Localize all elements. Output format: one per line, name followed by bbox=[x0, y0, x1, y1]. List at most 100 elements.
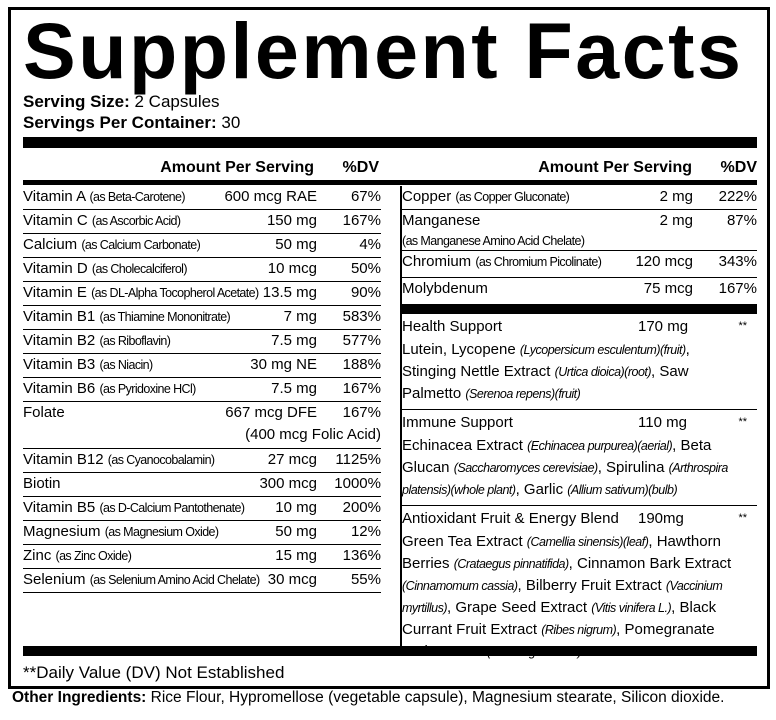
nutrient-dv: 87% bbox=[726, 212, 757, 229]
nutrient-row: Vitamin B3 (as Niacin) 30 mg NE 188% bbox=[23, 354, 381, 378]
amount-header: Amount Per Serving bbox=[538, 159, 692, 176]
nutrient-dv: 167% bbox=[342, 380, 381, 397]
blend-name: Immune Support bbox=[402, 414, 513, 431]
nutrient-dv: 1125% bbox=[335, 451, 381, 468]
right-column-header: Amount Per Serving %DV bbox=[402, 156, 757, 180]
nutrient-name-text: Vitamin B3 bbox=[23, 356, 96, 373]
botanical-name: (Ribes nigrum) bbox=[541, 623, 617, 637]
nutrient-dv: 167% bbox=[342, 212, 381, 229]
blend-ingredients: Echinacea Extract (Echinacea purpurea)(a… bbox=[402, 435, 757, 501]
nutrient-amount: 7.5 mg bbox=[271, 332, 317, 349]
nutrient-dv: 577% bbox=[342, 332, 381, 349]
blend-amount: 110 mg bbox=[638, 414, 687, 431]
proprietary-blend: Antioxidant Fruit & Energy Blend 190mg ** G… bbox=[402, 506, 757, 667]
nutrient-dv: 12% bbox=[350, 523, 381, 540]
blend-amount: 170 mg bbox=[638, 318, 689, 335]
nutrient-row: Vitamin A (as Beta-Carotene) 600 mcg RAE 6… bbox=[23, 186, 381, 210]
nutrient-source: (as Calcium Carbonate) bbox=[81, 238, 201, 252]
nutrient-name-text: Calcium bbox=[23, 236, 78, 253]
nutrient-source: (as Riboflavin) bbox=[99, 334, 171, 348]
nutrient-row: Calcium (as Calcium Carbonate) 50 mg 4% bbox=[23, 234, 381, 258]
left-nutrient-column: Vitamin A (as Beta-Carotene) 600 mcg RAE 6… bbox=[23, 186, 381, 593]
nutrient-row: Zinc (as Zinc Oxide) 15 mg 136% bbox=[23, 545, 381, 569]
nutrient-dv: 200% bbox=[342, 499, 381, 516]
nutrient-dv: 343% bbox=[718, 253, 757, 270]
other-ingredients: Other Ingredients: Rice Flour, Hypromell… bbox=[12, 689, 724, 707]
ingredient-name: Echinacea Extract bbox=[402, 437, 528, 454]
nutrient-row: Manganese (as Manganese Amino Acid Chelat… bbox=[402, 210, 757, 251]
nutrient-amount: 2 mg bbox=[659, 212, 693, 229]
nutrient-dv: 167% bbox=[718, 280, 757, 297]
botanical-name: (Vaccinium myrtillus) bbox=[402, 579, 723, 615]
nutrient-name-text: Vitamin B5 bbox=[23, 499, 96, 516]
nutrient-dv: 55% bbox=[350, 571, 381, 588]
nutrient-name: Vitamin E (as DL-Alpha Tocopherol Acetat… bbox=[23, 282, 259, 304]
ingredient-name: , Saw Palmetto bbox=[402, 363, 689, 402]
blend-ingredients: Green Tea Extract (Camellia sinensis)(le… bbox=[402, 531, 757, 663]
nutrient-row: Vitamin B12 (as Cyanocobalamin) 27 mcg 112… bbox=[23, 449, 381, 473]
botanical-name: (Urtica dioica)(root) bbox=[554, 365, 652, 379]
thick-divider bbox=[23, 137, 757, 148]
other-ingredients-label: Other Ingredients: bbox=[12, 689, 147, 706]
nutrient-name: Vitamin B6 (as Pyridoxine HCl) bbox=[23, 378, 196, 400]
nutrient-source: (as Niacin) bbox=[99, 358, 153, 372]
blend-ingredients: Lutein, Lycopene (Lycopersicum esculentu… bbox=[402, 339, 757, 405]
nutrient-row: Chromium (as Chromium Picolinate) 120 mcg… bbox=[402, 251, 757, 278]
nutrient-amount: 27 mcg bbox=[267, 451, 317, 468]
blend-name: Antioxidant Fruit & Energy Blend bbox=[402, 510, 619, 527]
left-column-header: Amount Per Serving %DV bbox=[23, 156, 379, 180]
nutrient-name: Biotin bbox=[23, 473, 61, 495]
nutrient-name-text: Zinc bbox=[23, 547, 52, 564]
thick-divider bbox=[402, 304, 757, 314]
nutrient-amount: 2 mg bbox=[659, 188, 693, 205]
nutrient-name: Molybdenum bbox=[402, 278, 488, 300]
nutrient-row: Biotin 300 mcg 1000% bbox=[23, 473, 381, 497]
botanical-name: (Crataegus pinnatifida) bbox=[453, 557, 569, 571]
nutrient-amount: 15 mg bbox=[275, 547, 317, 564]
other-ingredients-value: Rice Flour, Hypromellose (vegetable caps… bbox=[146, 689, 725, 706]
servings-per-container-value: 30 bbox=[221, 113, 241, 132]
nutrient-name-text: Vitamin D bbox=[23, 260, 88, 277]
nutrient-amount: 7 mg bbox=[283, 308, 317, 325]
blend-amount: 190mg bbox=[638, 510, 684, 527]
nutrient-source: (as Thiamine Mononitrate) bbox=[99, 310, 231, 324]
nutrient-dv: 136% bbox=[342, 547, 381, 564]
nutrient-amount: 30 mcg bbox=[267, 571, 317, 588]
supplement-facts-panel: Supplement Facts Serving Size: 2 Capsule… bbox=[8, 6, 770, 689]
blend-header: Health Support 170 mg ** bbox=[402, 316, 757, 339]
nutrient-source: (as Copper Gluconate) bbox=[455, 190, 570, 204]
nutrient-source: (as D-Calcium Pantothenate) bbox=[99, 501, 245, 515]
nutrient-amount: 7.5 mg bbox=[271, 380, 317, 397]
nutrient-name: Folate bbox=[23, 402, 65, 424]
panel-title: Supplement Facts bbox=[23, 6, 744, 95]
nutrient-dv: 188% bbox=[342, 356, 381, 373]
blend-dv: ** bbox=[738, 320, 747, 332]
nutrient-name: Vitamin B12 (as Cyanocobalamin) bbox=[23, 449, 215, 471]
nutrient-name-text: Vitamin E bbox=[23, 284, 87, 301]
nutrient-name-text: Vitamin C bbox=[23, 212, 88, 229]
proprietary-blend: Health Support 170 mg ** Lutein, Lycopene (… bbox=[402, 314, 757, 410]
nutrient-name-text: Chromium bbox=[402, 253, 472, 270]
nutrient-row: Folate 667 mcg DFE 167% (400 mcg Folic Acid… bbox=[23, 402, 381, 449]
nutrient-amount: 50 mg bbox=[275, 236, 317, 253]
nutrient-row: Vitamin B1 (as Thiamine Mononitrate) 7 mg… bbox=[23, 306, 381, 330]
nutrient-row: Copper (as Copper Gluconate) 2 mg 222% bbox=[402, 186, 757, 210]
nutrient-name-text: Molybdenum bbox=[402, 280, 488, 297]
nutrient-name-text: Folate bbox=[23, 404, 65, 421]
ingredient-name: , Black Currant Fruit Extract bbox=[402, 599, 717, 638]
blend-dv: ** bbox=[738, 512, 747, 524]
nutrient-dv: 67% bbox=[350, 188, 381, 205]
nutrient-source: (as DL-Alpha Tocopherol Acetate) bbox=[91, 286, 259, 300]
nutrient-name: Magnesium (as Magnesium Oxide) bbox=[23, 521, 219, 543]
botanical-name: (Lycopersicum esculentum)(fruit) bbox=[519, 343, 686, 357]
nutrient-name-text: Manganese bbox=[402, 212, 481, 229]
right-nutrient-column: Copper (as Copper Gluconate) 2 mg 222% Mang… bbox=[402, 186, 757, 667]
column-divider bbox=[400, 186, 402, 648]
ingredient-name: Green Tea Extract bbox=[402, 533, 527, 550]
nutrient-amount: 300 mcg bbox=[259, 475, 317, 492]
nutrient-dv: 90% bbox=[350, 284, 381, 301]
nutrient-name-text: Magnesium bbox=[23, 523, 101, 540]
nutrient-source: (as Manganese Amino Acid Chelate) bbox=[402, 234, 585, 248]
nutrient-source: (as Zinc Oxide) bbox=[55, 549, 132, 563]
ingredient-name: , Beta Glucan bbox=[402, 437, 712, 476]
